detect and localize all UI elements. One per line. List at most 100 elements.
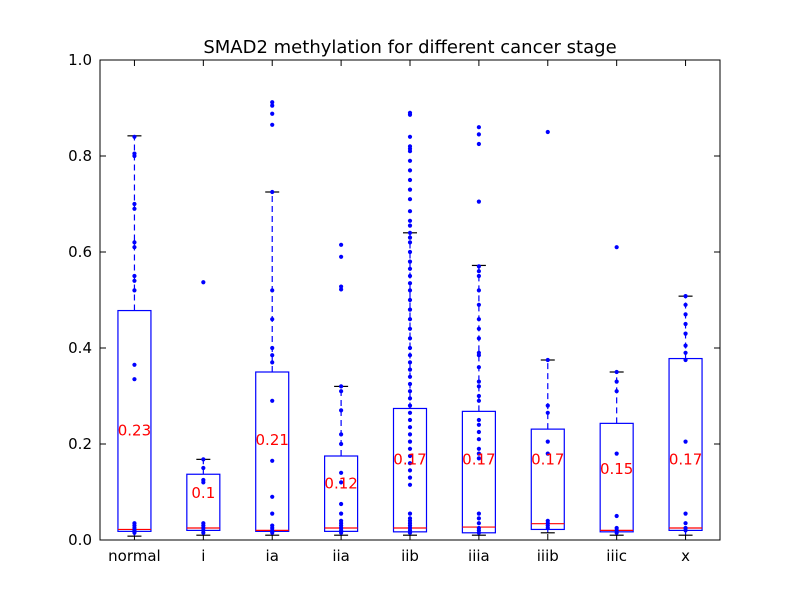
- data-point: [476, 451, 481, 456]
- data-point: [683, 439, 688, 444]
- data-point: [339, 530, 344, 535]
- data-point: [683, 321, 688, 327]
- data-point: [270, 189, 275, 195]
- data-point: [132, 245, 137, 250]
- data-point: [683, 521, 688, 526]
- data-point: [683, 357, 688, 363]
- data-point: [407, 345, 413, 351]
- data-point: [339, 501, 344, 507]
- mean-label: 0.21: [256, 431, 289, 449]
- x-tick-label: iia: [332, 547, 350, 565]
- data-point: [132, 530, 137, 535]
- x-tick-label: iiia: [468, 547, 490, 565]
- data-point: [614, 369, 619, 375]
- data-point: [683, 343, 688, 348]
- data-point: [407, 374, 413, 379]
- x-tick-label: iiib: [537, 547, 559, 565]
- data-point: [683, 331, 688, 336]
- data-point: [476, 398, 481, 403]
- data-point: [132, 201, 137, 207]
- data-point: [476, 273, 481, 279]
- data-point: [407, 168, 413, 173]
- data-point: [407, 468, 413, 473]
- data-point: [407, 112, 413, 117]
- data-point: [270, 103, 275, 108]
- data-point: [201, 480, 206, 485]
- data-point: [339, 480, 344, 485]
- data-point: [132, 273, 137, 279]
- data-point: [614, 379, 619, 384]
- data-point: [407, 453, 413, 459]
- data-point: [270, 494, 275, 499]
- data-point: [407, 240, 413, 245]
- data-point: [407, 218, 413, 223]
- data-point: [476, 132, 481, 137]
- data-point: [270, 353, 275, 358]
- data-point: [132, 288, 137, 293]
- data-point: [407, 209, 413, 214]
- data-point: [476, 353, 481, 358]
- data-point: [407, 187, 413, 192]
- data-point: [339, 287, 344, 292]
- mean-label: 0.23: [118, 422, 151, 440]
- data-point: [407, 403, 413, 408]
- data-point: [132, 206, 137, 211]
- data-point: [476, 446, 481, 451]
- data-point: [407, 317, 413, 322]
- y-tick-label: 0.0: [68, 531, 92, 549]
- data-point: [476, 199, 481, 204]
- data-point: [407, 425, 413, 430]
- data-point: [476, 437, 481, 442]
- data-point: [407, 336, 413, 341]
- data-point: [270, 111, 275, 116]
- data-point: [339, 511, 344, 516]
- data-point: [476, 422, 481, 427]
- data-point: [476, 365, 481, 370]
- y-tick-label: 0.2: [68, 435, 92, 453]
- data-point: [270, 345, 275, 351]
- data-point: [407, 177, 413, 183]
- data-point: [683, 294, 688, 299]
- data-point: [407, 223, 413, 228]
- data-point: [683, 511, 688, 516]
- data-point: [683, 302, 688, 307]
- data-point: [545, 357, 550, 363]
- data-point: [407, 475, 413, 480]
- y-tick-label: 1.0: [68, 51, 92, 69]
- mean-label: 0.17: [531, 450, 564, 468]
- data-point: [614, 389, 619, 394]
- data-point: [476, 393, 481, 399]
- data-point: [407, 288, 413, 293]
- data-point: [476, 456, 481, 461]
- data-point: [339, 441, 344, 447]
- data-point: [339, 470, 344, 475]
- data-point: [339, 384, 344, 389]
- data-point: [132, 377, 137, 382]
- data-point: [407, 197, 413, 202]
- data-point: [407, 360, 413, 365]
- data-point: [201, 280, 206, 285]
- data-point: [407, 381, 413, 387]
- data-point: [476, 141, 481, 147]
- data-point: [270, 360, 275, 365]
- data-point: [407, 439, 413, 444]
- mean-label: 0.17: [393, 450, 426, 468]
- x-tick-label: normal: [108, 547, 161, 565]
- data-point: [407, 307, 413, 312]
- data-point: [407, 432, 413, 437]
- data-point: [407, 396, 413, 401]
- data-point: [407, 530, 413, 535]
- data-point: [545, 525, 550, 531]
- data-point: [270, 100, 275, 105]
- data-point: [476, 288, 481, 293]
- data-point: [476, 317, 481, 322]
- chart-title: SMAD2 methylation for different cancer s…: [203, 37, 616, 58]
- y-tick-label: 0.8: [68, 147, 92, 165]
- data-point: [476, 417, 481, 423]
- data-point: [614, 451, 619, 456]
- data-point: [407, 266, 413, 271]
- data-point: [545, 403, 550, 408]
- data-point: [614, 245, 619, 250]
- data-point: [270, 288, 275, 293]
